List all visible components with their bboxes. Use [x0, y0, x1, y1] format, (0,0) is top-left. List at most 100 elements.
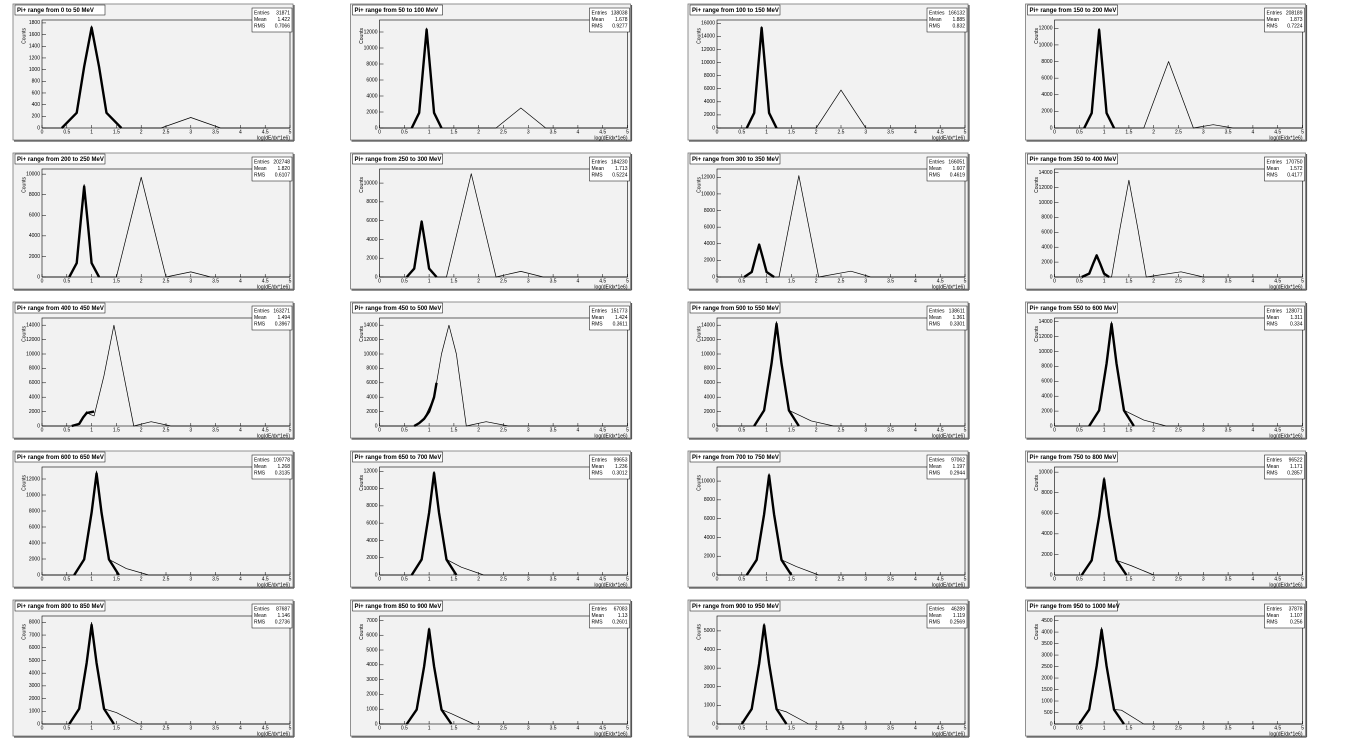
x-axis-label: log(dE/dx*1e6) [1269, 582, 1302, 588]
stats-value: 0.6107 [275, 172, 291, 178]
title-box [352, 302, 443, 314]
fit-curve [745, 474, 793, 576]
x-tick-label: 5 [289, 129, 292, 135]
y-tick-label: 4000 [366, 93, 377, 99]
histogram-panel: 0 0.5 1 1.5 2 2.5 3 3.5 4 4.5 5 0 200 400 600 800 1000 12… [12, 3, 295, 142]
stats-value: 151773 [611, 308, 628, 314]
y-tick-label: 8000 [366, 503, 377, 509]
x-tick-label: 1.5 [450, 427, 457, 433]
chart-title: Pi+ range from 50 to 100 MeV [355, 8, 439, 14]
stats-label: Mean [254, 315, 267, 321]
y-axis-label: Counts [696, 475, 702, 491]
chart-title: Pi+ range from 800 to 850 MeV [17, 604, 104, 610]
y-tick-label: 2000 [704, 684, 715, 690]
x-tick-label: 1 [428, 427, 431, 433]
y-axis-label: Counts [696, 624, 702, 640]
chart-title: Pi+ range from 750 to 800 MeV [1030, 455, 1117, 461]
x-tick-label: 2.5 [163, 576, 170, 582]
stats-value: 1.197 [952, 464, 965, 470]
y-tick-label: 1600 [29, 32, 40, 38]
title-box [689, 153, 781, 165]
y-tick-label: 2000 [1041, 675, 1052, 681]
x-tick-label: 4 [239, 278, 242, 284]
stats-label: Mean [929, 17, 942, 23]
y-tick-label: 3000 [704, 665, 715, 671]
stats-label: Entries [592, 159, 608, 165]
stats-value: 1.361 [952, 315, 965, 321]
plot-frame [379, 615, 628, 725]
chart-title: Pi+ range from 100 to 150 MeV [692, 8, 779, 14]
y-tick-label: 1000 [704, 703, 715, 709]
y-tick-label: 4000 [29, 233, 40, 239]
y-tick-label: 14000 [1039, 319, 1053, 325]
x-tick-label: 2 [815, 725, 818, 731]
stats-value: 202748 [273, 159, 290, 165]
y-tick-label: 8000 [1041, 364, 1052, 370]
stats-label: Mean [1267, 166, 1280, 172]
x-tick-label: 0.5 [63, 725, 70, 731]
y-tick-label: 2000 [1041, 408, 1052, 414]
x-tick-label: 1 [765, 576, 768, 582]
y-tick-label: 8000 [366, 366, 377, 372]
stats-box [251, 156, 293, 182]
stats-value: 96522 [1289, 457, 1303, 463]
y-tick-label: 6000 [704, 380, 715, 386]
stats-label: Mean [929, 315, 942, 321]
histogram-panel: 0 0.5 1 1.5 2 2.5 3 3.5 4 4.5 5 0 2000 4000 6000 8000 10… [687, 450, 970, 589]
y-tick-label: 8000 [1041, 215, 1052, 221]
x-tick-label: 4.5 [1274, 427, 1281, 433]
x-tick-label: 2 [140, 278, 143, 284]
x-tick-label: 3.5 [887, 129, 894, 135]
x-tick-label: 0 [1053, 576, 1056, 582]
y-axis-label: Counts [1034, 177, 1040, 193]
y-tick-label: 6000 [366, 380, 377, 386]
x-tick-label: 0 [41, 278, 44, 284]
y-axis-label: Counts [1034, 28, 1040, 44]
y-tick-label: 2500 [1041, 664, 1052, 670]
x-tick-label: 2.5 [838, 725, 845, 731]
y-tick-label: 4000 [1041, 629, 1052, 635]
title-box [14, 600, 106, 612]
stats-box [1264, 603, 1305, 629]
y-tick-label: 1500 [1041, 687, 1052, 693]
histogram-panel: 0 0.5 1 1.5 2 2.5 3 3.5 4 4.5 5 0 2000 4000 6000 8000 10… [687, 152, 970, 291]
stats-box [251, 603, 293, 629]
plot-frame [41, 466, 291, 576]
x-tick-label: 4 [239, 725, 242, 731]
y-tick-label: 8000 [1041, 59, 1052, 65]
stats-value: 166132 [948, 10, 965, 16]
y-tick-label: 14000 [364, 323, 378, 329]
y-tick-label: 0 [712, 125, 715, 131]
x-axis-label: log(dE/dx*1e6) [932, 284, 965, 290]
plot-frame [1054, 317, 1303, 427]
histogram-panel: 0 0.5 1 1.5 2 2.5 3 3.5 4 4.5 5 0 2000 4000 6000 8000 10… [1025, 450, 1308, 589]
x-tick-label: 0 [716, 129, 719, 135]
y-tick-label: 10000 [701, 60, 715, 66]
y-tick-label: 10000 [1039, 200, 1053, 206]
histogram-panel: 0 0.5 1 1.5 2 2.5 3 3.5 4 4.5 5 0 2000 4000 6000 8000 10… [350, 152, 633, 291]
title-box [352, 600, 443, 612]
y-tick-label: 2000 [704, 554, 715, 560]
x-tick-label: 2 [140, 427, 143, 433]
y-tick-label: 1400 [29, 44, 40, 50]
y-tick-label: 0 [375, 721, 378, 727]
y-tick-label: 10000 [26, 492, 40, 498]
stats-box [926, 156, 968, 182]
x-tick-label: 3.5 [1225, 427, 1232, 433]
stats-label: RMS [1267, 470, 1279, 476]
x-tick-label: 3 [189, 427, 192, 433]
x-tick-label: 2.5 [1175, 725, 1182, 731]
y-tick-label: 4000 [1041, 531, 1052, 537]
plot-frame [716, 466, 966, 576]
x-tick-label: 4 [914, 427, 917, 433]
stats-label: RMS [929, 470, 941, 476]
x-tick-label: 5 [1301, 576, 1304, 582]
stats-value: 97062 [951, 457, 965, 463]
x-tick-label: 1 [90, 278, 93, 284]
x-tick-label: 4 [239, 129, 242, 135]
chart-title: Pi+ range from 400 to 450 MeV [17, 306, 104, 312]
plot-frame [1054, 168, 1303, 278]
y-tick-label: 6000 [704, 224, 715, 230]
y-tick-label: 4000 [366, 237, 377, 243]
